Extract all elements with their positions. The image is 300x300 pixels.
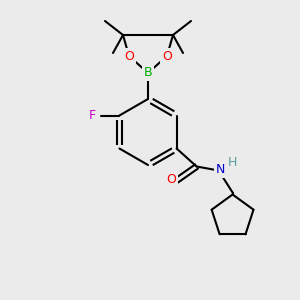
- Text: B: B: [144, 67, 152, 80]
- Text: N: N: [216, 163, 225, 176]
- Text: H: H: [228, 156, 237, 169]
- Text: O: O: [167, 173, 176, 186]
- Text: O: O: [124, 50, 134, 62]
- Text: O: O: [162, 50, 172, 62]
- Text: F: F: [89, 109, 96, 122]
